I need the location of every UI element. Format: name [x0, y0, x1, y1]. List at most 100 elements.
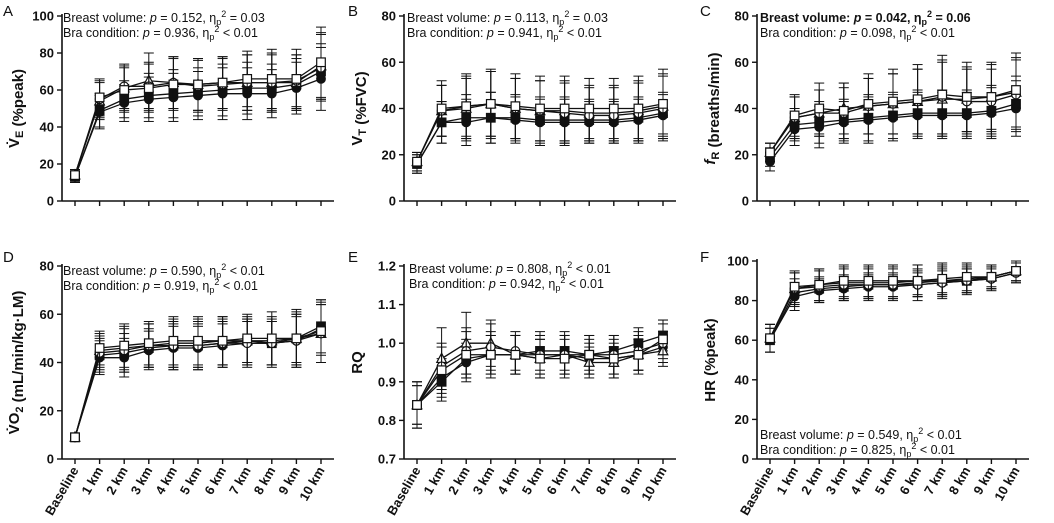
y-axis-label: VT (%FVC)	[349, 71, 370, 145]
x-tick-label: 6 km	[201, 464, 229, 497]
x-tick-label: 10 km	[296, 464, 327, 503]
y-tick-label: 0	[742, 194, 749, 209]
data-point	[765, 333, 775, 344]
series-open-square	[70, 26, 326, 182]
stat-annotation: Breast volume: p = 0.808, ηp2 < 0.01	[409, 260, 611, 278]
x-tick-label: 5 km	[519, 464, 547, 497]
data-point	[412, 400, 422, 410]
data-point	[888, 275, 898, 286]
panel-label: B	[348, 3, 358, 20]
data-point	[217, 77, 228, 88]
data-point	[70, 170, 80, 181]
x-tick-label: 4 km	[494, 464, 522, 497]
stat-annotation: Breast volume: p = 0.152, ηp2 = 0.03	[63, 9, 265, 27]
x-tick-label: 1 km	[78, 464, 106, 497]
data-point	[119, 340, 130, 351]
x-tick-label: Baseline	[737, 464, 777, 518]
y-tick-label: 20	[382, 147, 396, 162]
panel-label: C	[700, 3, 711, 20]
data-point	[608, 353, 619, 364]
x-tick-label: 10 km	[991, 464, 1022, 503]
stat-annotation: Breast volume: p = 0.042, ηp2 = 0.06	[760, 9, 971, 27]
data-point	[584, 103, 595, 114]
y-tick-label: 60	[735, 333, 749, 348]
chart-panel-a: A 0 20 40 60 80 100 V̇E (%peak) Breast volume: p…	[3, 3, 334, 209]
data-point	[912, 94, 923, 105]
x-tick-label: 7 km	[568, 464, 596, 497]
chart-panel-c: C 0 20 40 60 80 fR (breaths/min) Breast volume:…	[700, 3, 1029, 209]
x-tick-label: Baseline	[384, 464, 424, 518]
data-point	[485, 98, 496, 109]
y-tick-label: 40	[40, 120, 54, 135]
y-axis-label: RQ	[349, 351, 366, 374]
y-tick-label: 100	[727, 254, 749, 269]
y-tick-label: 80	[40, 46, 54, 61]
data-point	[94, 343, 105, 353]
y-tick-label: 40	[735, 101, 749, 116]
data-point	[961, 92, 972, 102]
y-tick-label: 1.0	[378, 336, 396, 351]
x-tick-label: 2 km	[798, 464, 826, 497]
data-point	[863, 98, 874, 109]
data-point	[535, 353, 545, 364]
data-point	[633, 349, 644, 360]
y-tick-label: 40	[40, 355, 54, 370]
stat-annotation: Bra condition: p = 0.936, ηp2 < 0.01	[63, 24, 258, 42]
x-tick-label: 5 km	[872, 464, 900, 497]
data-point	[266, 73, 277, 84]
data-point	[937, 273, 948, 284]
data-point	[266, 333, 277, 344]
x-tick-label: 4 km	[847, 464, 875, 497]
y-tick-label: 0	[389, 194, 396, 209]
data-point	[937, 89, 948, 100]
data-point	[838, 105, 849, 116]
panel-label: D	[3, 249, 14, 266]
data-point	[814, 103, 825, 114]
y-tick-label: 40	[735, 372, 749, 387]
data-point	[168, 79, 179, 90]
panel-label: A	[3, 3, 13, 20]
y-axis-label: HR (%peak)	[702, 318, 719, 401]
x-tick-label: Baseline	[42, 464, 82, 518]
y-tick-label: 1.1	[378, 297, 396, 312]
y-tick-label: 20	[40, 157, 54, 172]
data-point	[986, 92, 997, 102]
y-tick-label: 80	[735, 293, 749, 308]
x-tick-label: 1 km	[420, 464, 448, 497]
stat-annotation: Bra condition: p = 0.941, ηp2 < 0.01	[407, 24, 602, 42]
x-tick-label: 7 km	[921, 464, 949, 497]
x-tick-label: 4 km	[152, 464, 180, 497]
data-point	[863, 275, 874, 286]
data-point	[291, 333, 302, 344]
series-open-square	[412, 319, 668, 429]
y-tick-label: 60	[382, 55, 396, 70]
stat-annotation: Breast volume: p = 0.590, ηp2 < 0.01	[63, 262, 265, 280]
y-tick-label: 0	[742, 452, 749, 467]
data-point	[814, 279, 825, 290]
data-point	[70, 432, 80, 443]
data-point	[789, 110, 800, 121]
stat-annotation: Bra condition: p = 0.942, ηp2 < 0.01	[409, 275, 604, 293]
data-point	[510, 101, 521, 112]
data-point	[559, 353, 570, 364]
x-tick-label: 10 km	[638, 464, 669, 503]
y-tick-label: 0	[47, 452, 54, 467]
y-tick-label: 80	[40, 259, 54, 274]
data-point	[168, 335, 179, 346]
data-point	[119, 85, 130, 95]
y-tick-label: 80	[735, 9, 749, 24]
data-point	[291, 73, 302, 84]
x-tick-label: 8 km	[251, 464, 279, 497]
data-point	[143, 83, 154, 94]
panel-label: F	[700, 249, 709, 266]
x-tick-label: 3 km	[823, 464, 851, 497]
data-point	[961, 271, 972, 282]
data-point	[559, 103, 570, 114]
data-point	[461, 101, 472, 112]
y-tick-label: 40	[382, 101, 396, 116]
data-point	[242, 333, 253, 344]
stat-annotation: Breast volume: p = 0.549, ηp2 < 0.01	[760, 426, 962, 444]
